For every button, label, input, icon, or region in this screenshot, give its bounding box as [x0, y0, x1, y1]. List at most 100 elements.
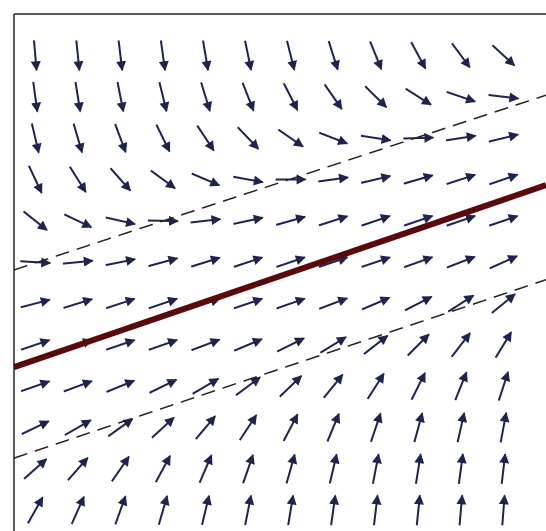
arrow	[403, 214, 434, 227]
arrow	[488, 131, 519, 143]
arrow	[488, 214, 519, 227]
arrow	[63, 213, 93, 229]
arrow	[282, 413, 299, 442]
arrow	[151, 416, 175, 439]
arrow	[286, 40, 297, 71]
arrow	[28, 165, 43, 194]
arrow	[454, 371, 468, 401]
arrow	[114, 123, 128, 154]
arrow	[413, 412, 425, 443]
arrow	[233, 296, 264, 310]
arrow	[20, 379, 51, 393]
arrow	[150, 169, 176, 190]
arrow	[360, 173, 392, 184]
arrow	[497, 371, 511, 401]
arrow	[154, 454, 171, 483]
arrow	[361, 214, 391, 227]
arrow	[69, 166, 87, 193]
arrow	[201, 494, 212, 526]
arrow	[413, 494, 424, 526]
arrow	[22, 210, 48, 231]
arrow	[116, 81, 127, 113]
arrow	[157, 494, 170, 526]
arrow	[282, 82, 299, 111]
arrow	[446, 172, 477, 185]
arrow	[200, 82, 213, 113]
arrow	[67, 456, 89, 481]
arrow	[414, 453, 425, 484]
arrow	[286, 494, 297, 526]
arrow	[201, 40, 212, 72]
arrow	[364, 85, 388, 108]
arrow	[410, 41, 427, 70]
arrow	[328, 453, 340, 484]
arrow	[20, 297, 51, 309]
arrow	[499, 453, 510, 484]
arrow	[158, 40, 169, 72]
arrow	[498, 494, 509, 526]
arrow	[371, 453, 382, 484]
arrow	[494, 331, 513, 359]
solution-line	[13, 182, 546, 370]
arrow	[275, 214, 307, 226]
arrow	[329, 494, 339, 526]
arrow	[190, 215, 222, 226]
arrow	[407, 333, 430, 357]
arrow	[327, 40, 340, 71]
arrow	[27, 496, 44, 524]
arrow	[244, 494, 255, 526]
arrow	[20, 338, 51, 351]
arrow	[233, 255, 264, 268]
arrow	[405, 87, 432, 106]
arrow	[233, 214, 264, 225]
arrow	[72, 123, 85, 154]
arrow	[318, 173, 350, 184]
arrow	[116, 40, 127, 72]
arrow	[318, 131, 349, 145]
arrow	[196, 125, 215, 152]
arrow	[241, 82, 255, 112]
arrow	[456, 411, 468, 443]
arrow	[363, 334, 389, 355]
arrow	[105, 296, 136, 310]
arrow	[237, 126, 260, 150]
arrow	[451, 42, 471, 69]
arrow	[277, 128, 304, 148]
arrow	[64, 419, 92, 436]
arrow	[62, 256, 94, 267]
arrow	[489, 255, 519, 270]
arrow	[491, 44, 516, 67]
arrow	[276, 296, 306, 310]
arrow	[285, 453, 298, 484]
arrow	[238, 414, 258, 441]
arrow	[63, 296, 94, 309]
arrow	[148, 338, 179, 351]
arrow	[105, 338, 136, 351]
arrow	[446, 90, 477, 104]
arrow	[148, 296, 179, 310]
arrow	[106, 379, 136, 393]
arrow	[491, 293, 516, 314]
arrow	[148, 255, 179, 268]
arrow	[370, 412, 383, 443]
arrow	[322, 373, 344, 399]
arrow	[242, 453, 255, 484]
arrow	[155, 124, 171, 153]
arrow	[318, 214, 349, 227]
arrow	[403, 172, 434, 185]
arrow	[326, 412, 341, 442]
arrow	[191, 338, 221, 352]
arrow	[361, 296, 391, 311]
arrow	[73, 81, 84, 113]
arrow	[450, 332, 471, 358]
arrow	[149, 378, 178, 394]
arrow	[276, 337, 305, 353]
dashed-line	[13, 279, 546, 459]
arrow	[403, 255, 434, 269]
arrow	[111, 455, 130, 482]
arrow	[21, 420, 50, 435]
arrow	[198, 454, 213, 484]
arrow	[369, 41, 383, 71]
